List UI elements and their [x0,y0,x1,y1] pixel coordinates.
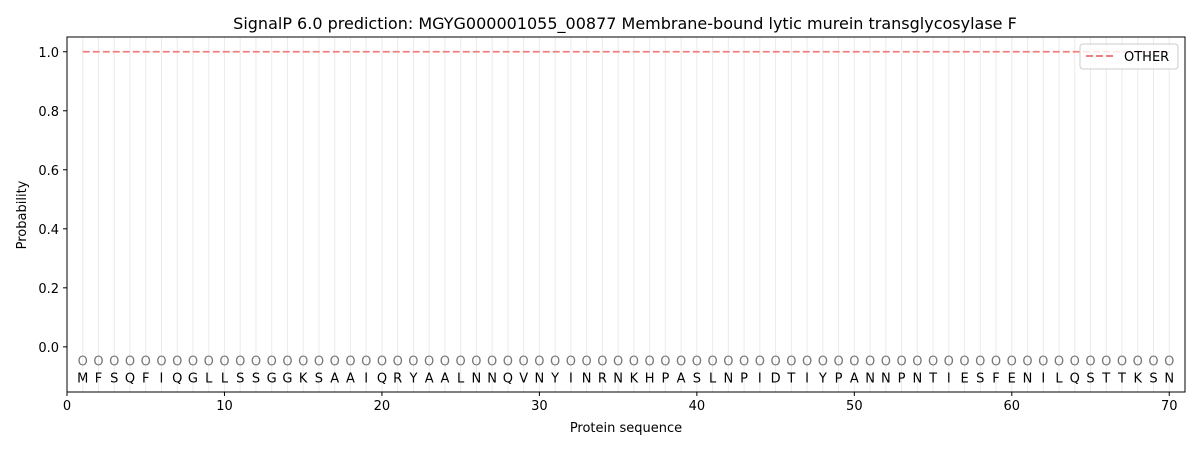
chart-title: SignalP 6.0 prediction: MGYG000001055_00… [233,14,1017,34]
y-tick-label: 0.6 [38,164,59,179]
y-tick-label: 1.0 [38,46,59,61]
x-tick-label: 0 [63,399,71,414]
y-axis-label: Probability [15,180,30,249]
legend-box [1079,43,1179,70]
y-tick-label: 0.2 [38,282,59,297]
legend: OTHER [1079,43,1179,70]
x-axis-label: Protein sequence [570,421,682,436]
x-tick-label: 20 [374,399,391,414]
legend-label-other: OTHER [1124,50,1169,65]
x-tick-label: 50 [846,399,863,414]
x-tick-label: 10 [216,399,233,414]
x-tick-label: 60 [1004,399,1021,414]
y-tick-label: 0.4 [38,223,59,238]
predicted-labels-row: OOOOOOOOOOOOOOOOOOOOOOOOOOOOOOOOOOOOOOOO… [78,355,1175,370]
x-tick-label: 40 [689,399,706,414]
x-tick-label: 30 [531,399,548,414]
sequence-row: MFSQFIQGLLSSGGKSAAIQRYAALNNQVNYINRNKHPAS… [77,371,1174,386]
x-tick-label: 70 [1161,399,1178,414]
y-tick-label: 0.0 [38,341,59,356]
plot-frame [66,36,1186,393]
y-tick-label: 0.8 [38,105,59,120]
